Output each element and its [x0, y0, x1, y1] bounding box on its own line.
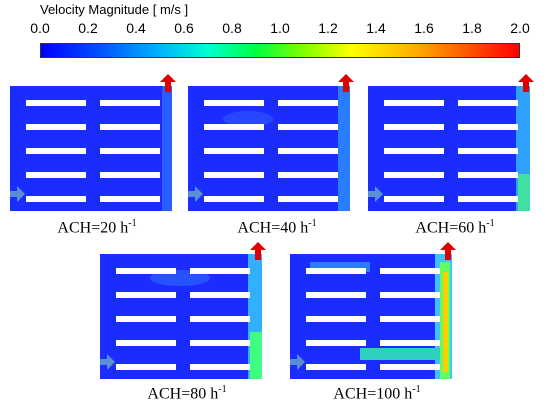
panel-ach-100	[290, 242, 460, 382]
colorbar-title: Velocity Magnitude [ m/s ]	[40, 2, 189, 17]
panel-label-3: ACH=60 h-1	[415, 218, 495, 237]
colorbar	[40, 43, 520, 58]
colorbar-tick: 0.2	[78, 20, 98, 36]
colorbar-tick: 1.6	[414, 20, 434, 36]
colorbar-tick: 0.8	[222, 20, 242, 36]
colorbar-tick: 1.8	[462, 20, 482, 36]
inlet-arrow-icon	[10, 186, 25, 202]
panel-label-5: ACH=100 h-1	[333, 384, 421, 403]
colorbar-tick: 0.0	[30, 20, 50, 36]
inlet-arrow-icon	[100, 354, 115, 370]
outlet-arrow-icon	[250, 242, 266, 260]
panel-ach-60	[368, 74, 538, 214]
outlet-arrow-icon	[518, 74, 534, 92]
panel-ach-40	[188, 74, 358, 214]
panel-label-1: ACH=20 h-1	[57, 218, 137, 237]
colorbar-tick: 0.4	[126, 20, 146, 36]
colorbar-tick: 1.2	[318, 20, 338, 36]
outlet-arrow-icon	[440, 242, 456, 260]
panel-ach-20	[10, 74, 180, 214]
colorbar-tick: 2.0	[510, 20, 530, 36]
colorbar-tick: 1.0	[270, 20, 290, 36]
colorbar-tick: 0.6	[174, 20, 194, 36]
panel-label-4: ACH=80 h-1	[147, 384, 227, 403]
outlet-arrow-icon	[160, 74, 176, 92]
panel-label-2: ACH=40 h-1	[237, 218, 317, 237]
inlet-arrow-icon	[290, 354, 305, 370]
inlet-arrow-icon	[188, 186, 203, 202]
panel-ach-80	[100, 242, 270, 382]
outlet-arrow-icon	[338, 74, 354, 92]
inlet-arrow-icon	[368, 186, 383, 202]
colorbar-tick: 1.4	[366, 20, 386, 36]
